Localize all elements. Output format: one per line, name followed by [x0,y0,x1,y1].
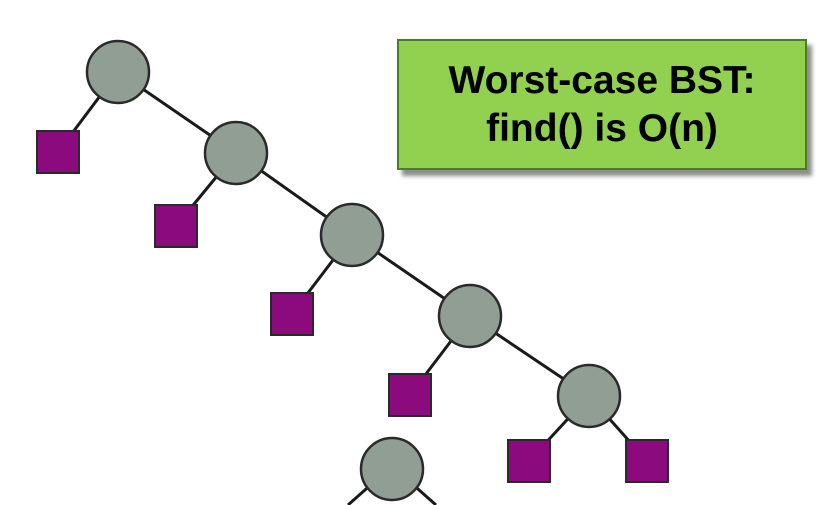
leaf-node-2 [154,204,198,248]
leaf-node-5 [507,439,551,483]
leaf-node-1 [36,130,80,174]
leaf-node-3 [270,292,314,336]
internal-node-2 [203,120,269,186]
internal-node-5 [556,363,622,429]
callout-line-1: Worst-case BST: [448,58,756,102]
leaf-node-6 [625,439,669,483]
leaf-node-4 [388,373,432,417]
internal-node-1 [85,39,151,105]
internal-node-bottom [359,436,425,502]
callout-line-2: find() is O(n) [486,106,718,150]
callout-box: Worst-case BST: find() is O(n) [397,39,807,170]
internal-node-3 [319,202,385,268]
internal-node-4 [437,283,503,349]
